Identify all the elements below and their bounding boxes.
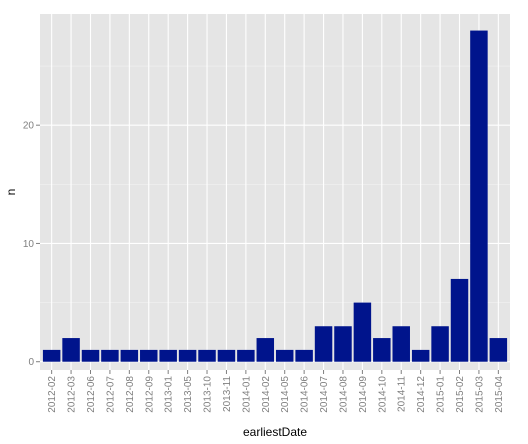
x-tick-label: 2014-07 xyxy=(319,376,330,413)
bar xyxy=(198,349,216,362)
bar xyxy=(295,349,313,362)
bar xyxy=(334,326,352,362)
x-tick-label: 2012-09 xyxy=(144,376,155,413)
x-tick-label: 2014-08 xyxy=(338,376,349,413)
x-tick-label: 2013-05 xyxy=(183,376,194,413)
y-tick-label: 10 xyxy=(23,239,35,250)
x-tick-label: 2014-09 xyxy=(358,376,369,413)
minor-gridlines xyxy=(40,65,510,303)
x-tick-label: 2012-07 xyxy=(105,376,116,413)
x-tick-label: 2014-05 xyxy=(280,376,291,413)
x-axis-title: earliestDate xyxy=(243,425,307,439)
x-tick-label: 2014-10 xyxy=(377,376,388,413)
x-tick-label: 2012-08 xyxy=(125,376,136,413)
x-tick-label: 2014-01 xyxy=(241,376,252,413)
bar xyxy=(489,338,508,362)
y-tick-label: 20 xyxy=(23,121,35,132)
bar xyxy=(470,30,488,362)
x-tick-label: 2012-02 xyxy=(47,376,58,413)
y-tick-label: 0 xyxy=(28,357,34,368)
bar xyxy=(42,349,61,362)
x-tick-label: 2014-06 xyxy=(300,376,311,413)
x-tick-label: 2015-04 xyxy=(494,376,505,413)
bar xyxy=(101,349,119,362)
y-axis: 0 10 20 xyxy=(23,121,40,368)
bar xyxy=(178,349,197,362)
plot-panel xyxy=(40,14,510,370)
bar xyxy=(159,349,177,362)
bar xyxy=(411,349,430,362)
x-tick-label: 2014-02 xyxy=(261,376,272,413)
x-tick-label: 2012-03 xyxy=(67,376,78,413)
bar xyxy=(217,349,236,362)
x-tick-label: 2014-11 xyxy=(397,376,408,412)
bar xyxy=(373,338,391,362)
bar xyxy=(450,278,469,362)
y-axis-title: n xyxy=(4,189,18,196)
bar xyxy=(62,338,80,362)
x-tick-label: 2015-01 xyxy=(436,376,447,413)
major-gridlines xyxy=(40,14,510,370)
bar xyxy=(256,338,275,362)
bar xyxy=(120,349,139,362)
bar xyxy=(353,302,372,362)
bar xyxy=(140,349,158,362)
bar xyxy=(81,349,100,362)
bar xyxy=(314,326,333,362)
x-tick-label: 2013-01 xyxy=(164,376,175,413)
bar xyxy=(431,326,449,362)
bar xyxy=(275,349,294,362)
x-tick-label: 2013-10 xyxy=(203,376,214,413)
x-tick-label: 2012-06 xyxy=(86,376,97,413)
x-axis: 2012-02 2012-03 2012-06 2012-07 2012-08 2012-… xyxy=(47,370,505,413)
bar xyxy=(392,326,410,362)
x-tick-label: 2013-11 xyxy=(222,376,233,412)
x-tick-label: 2015-02 xyxy=(455,376,466,413)
bar-series xyxy=(42,30,508,362)
x-tick-label: 2015-03 xyxy=(474,376,485,413)
bar xyxy=(237,349,255,362)
x-tick-label: 2014-12 xyxy=(416,376,427,413)
